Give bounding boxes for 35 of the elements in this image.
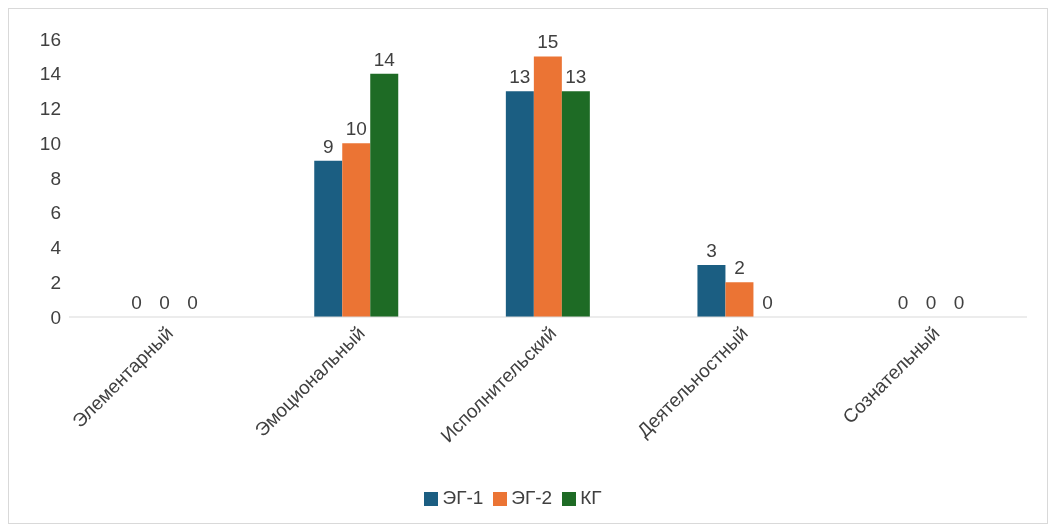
y-tick-label: 12 (39, 98, 61, 120)
data-label: 0 (953, 291, 965, 313)
data-label: 10 (345, 118, 367, 140)
bar (505, 91, 534, 317)
legend-label: ЭГ-1 (442, 487, 484, 508)
data-label: 3 (706, 239, 717, 261)
data-label: 0 (131, 291, 142, 313)
y-tick-label: 6 (50, 202, 61, 224)
y-tick-label: 16 (39, 28, 61, 50)
bar (370, 73, 399, 317)
data-label: 9 (322, 135, 334, 157)
data-label: 0 (159, 291, 170, 313)
y-tick-label: 8 (50, 167, 61, 189)
data-label: 0 (762, 291, 773, 313)
data-label: 15 (537, 31, 559, 53)
data-label: 13 (509, 66, 531, 88)
bar (533, 56, 562, 317)
bar (561, 91, 590, 317)
bar (725, 282, 754, 317)
data-label: 2 (734, 257, 745, 279)
y-tick-label: 10 (39, 132, 61, 154)
legend-label: ЭГ-2 (511, 487, 553, 508)
y-tick-label: 0 (50, 306, 61, 328)
y-tick-label: 2 (50, 271, 61, 293)
legend-label: КГ (580, 487, 602, 508)
bar (697, 264, 726, 317)
y-tick-label: 4 (50, 237, 62, 259)
data-label: 0 (187, 291, 198, 313)
y-tick-label: 14 (39, 63, 62, 85)
data-label: 0 (897, 291, 909, 313)
bar (342, 143, 371, 317)
data-label: 14 (373, 48, 396, 70)
data-label: 13 (565, 66, 587, 88)
bar (314, 160, 343, 317)
data-label: 0 (925, 291, 937, 313)
